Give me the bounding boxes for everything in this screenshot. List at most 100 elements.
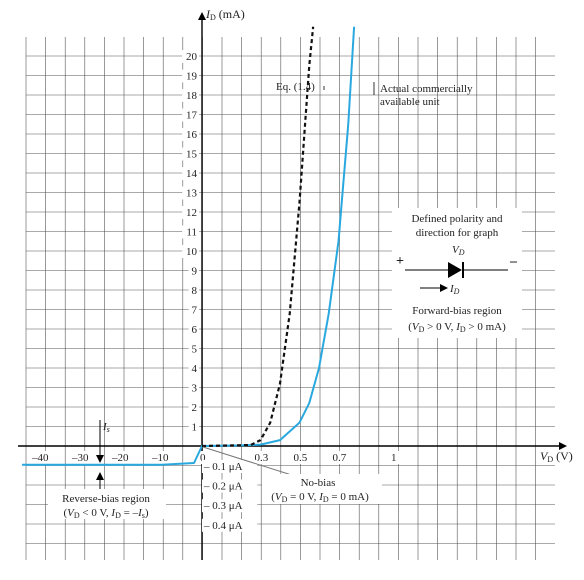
- nobias-label-bg: [262, 474, 382, 504]
- x-tick-label: 1: [391, 452, 397, 464]
- y-negative-tick-label: – 0.2 μA: [203, 481, 243, 493]
- x-tick-label: 0.5: [294, 452, 308, 464]
- y-tick-label-bg: [188, 303, 199, 317]
- series-layer: [22, 26, 375, 466]
- x-tick-label-bg: [252, 451, 276, 464]
- y-tick-label: 10: [186, 246, 198, 258]
- y-tick-label: 15: [186, 149, 198, 161]
- y-negative-tick-label: – 0.4 μA: [203, 520, 243, 532]
- is-arrow-bottom-head: [96, 472, 104, 480]
- x-tick-label: –40: [31, 452, 49, 464]
- y-tick-label: 6: [192, 324, 198, 336]
- y-negative-tick-label-bg: [202, 479, 258, 493]
- x-tick-label-bg: [110, 451, 134, 464]
- forward-line1: Forward-bias region: [412, 305, 502, 317]
- y-tick-label-bg: [188, 284, 199, 297]
- y-tick-label-bg: [188, 362, 199, 375]
- y-tick-label: 17: [186, 110, 198, 122]
- y-tick-label-bg: [182, 89, 199, 102]
- y-tick-label-bg: [182, 69, 199, 83]
- y-negative-tick-label-bg: [202, 518, 258, 532]
- x-tick-label: 0.7: [333, 452, 347, 464]
- x-tick-label-bg: [30, 451, 54, 464]
- x-tick-label-bg: [150, 451, 174, 464]
- x-tick-label-bg: [291, 451, 315, 464]
- y-tick-label: 14: [186, 168, 198, 180]
- is-arrow-top-head: [96, 455, 104, 463]
- minus-sign: –: [509, 254, 518, 269]
- y-negative-tick-label-bg: [202, 499, 258, 513]
- y-tick-label: 9: [192, 266, 198, 278]
- y-tick-label: 19: [186, 71, 198, 83]
- is-label: Is: [102, 421, 110, 434]
- x-tick-label: 0.3: [255, 452, 269, 464]
- y-tick-label-bg: [188, 420, 199, 434]
- y-tick-label-bg: [182, 147, 199, 161]
- polarity-box: [392, 208, 522, 338]
- vd-symbol: VD: [452, 244, 465, 257]
- current-arrow-icon: [440, 284, 448, 292]
- actual-label-line1: Actual commercially: [380, 83, 473, 95]
- polarity-line1: Defined polarity and: [411, 213, 503, 225]
- x-axis-title: VD (V): [540, 449, 573, 464]
- x-tick-label: –30: [71, 452, 89, 464]
- y-tick-label: 7: [192, 305, 198, 317]
- y-tick-label: 11: [186, 227, 197, 239]
- nobias-line2: (VD = 0 V, ID = 0 mA): [271, 491, 369, 504]
- y-tick-label: 18: [186, 90, 198, 102]
- diode-symbol-icon: [448, 262, 462, 278]
- y-tick-label: 13: [186, 188, 198, 200]
- reverse-line1: Reverse-bias region: [62, 493, 150, 505]
- y-tick-label-bg: [188, 381, 199, 395]
- y-tick-label-bg: [188, 342, 199, 356]
- x-tick-label-bg: [198, 451, 209, 464]
- y-tick-label-bg: [182, 167, 199, 180]
- y-tick-label: 16: [186, 129, 198, 141]
- y-tick-label: 12: [186, 207, 197, 219]
- x-tick-label: –20: [111, 452, 129, 464]
- y-tick-label-bg: [182, 186, 199, 200]
- reverse-line2: (VD < 0 V, ID = –Is): [63, 507, 148, 520]
- y-tick-label: 3: [192, 383, 198, 395]
- y-tick-label: 4: [192, 363, 198, 375]
- y-tick-label: 5: [192, 344, 198, 356]
- polarity-line2: direction for graph: [416, 227, 499, 239]
- x-tick-label: 0: [200, 452, 206, 464]
- y-tick-label-bg: [182, 50, 199, 63]
- y-tick-label: 8: [192, 285, 198, 297]
- y-tick-label-bg: [188, 401, 199, 414]
- series-eq-1-4: [201, 26, 315, 448]
- y-tick-label-bg: [182, 206, 199, 219]
- nobias-line1: No-bias: [301, 477, 336, 489]
- y-tick-label: 20: [186, 51, 198, 63]
- y-tick-label-bg: [182, 245, 199, 258]
- y-negative-tick-label: – 0.1 μA: [203, 461, 243, 473]
- x-tick-label-bg: [330, 451, 354, 464]
- reverse-label-bg: [48, 489, 166, 519]
- y-axis-title: ID (mA): [205, 7, 245, 22]
- y-tick-label: 2: [192, 402, 198, 414]
- x-tick-label-bg: [70, 451, 94, 464]
- x-tick-label: –10: [151, 452, 169, 464]
- x-axis-arrow-icon: [559, 442, 567, 450]
- y-tick-label-bg: [182, 108, 199, 122]
- nobias-pointer: [202, 446, 299, 478]
- y-tick-label: 1: [192, 422, 198, 434]
- x-tick-label-bg: [389, 451, 400, 464]
- forward-line2: (VD > 0 V, ID > 0 mA): [408, 321, 506, 334]
- y-axis-arrow-icon: [198, 12, 206, 20]
- id-symbol: ID: [449, 283, 460, 296]
- y-negative-tick-label: – 0.3 μA: [203, 500, 243, 512]
- annotations: Eq. (1.4) Actual commercially available …: [48, 7, 573, 520]
- y-tick-label-bg: [182, 225, 199, 239]
- y-tick-label-bg: [188, 264, 199, 278]
- series-actual-unit: [22, 26, 356, 466]
- eq-label: Eq. (1.4): [276, 81, 315, 93]
- y-tick-label-bg: [188, 323, 199, 336]
- plus-sign: +: [396, 254, 404, 269]
- y-negative-tick-label-bg: [202, 460, 258, 473]
- y-tick-label-bg: [182, 128, 199, 141]
